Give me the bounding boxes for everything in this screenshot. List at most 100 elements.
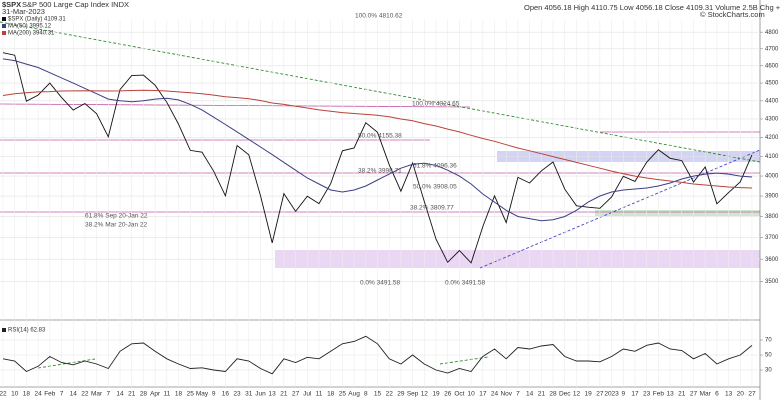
x-tick-label: 13 (725, 391, 733, 398)
support-zone (595, 210, 760, 216)
x-tick-label: 11 (163, 391, 170, 398)
annotation: 0.0% 3491.58 (360, 280, 401, 287)
annotation: 50.0% 4155.38 (358, 133, 402, 140)
x-tick-label: 21 (280, 391, 288, 398)
y-tick-label: 4400 (765, 98, 779, 104)
x-tick-label: 9 (621, 391, 625, 398)
x-tick-label: 23 (643, 391, 651, 398)
y-tick-label: 3500 (765, 279, 779, 285)
x-tick-label: 26 (444, 391, 452, 398)
x-tick-label: Dec (559, 391, 571, 398)
x-tick-label: Mar (91, 391, 103, 398)
x-tick-label: Oct (454, 391, 464, 398)
x-tick-label: 12 (421, 391, 429, 398)
annotation: 61.8% 4096.36 (413, 163, 457, 170)
y-tick-label: 4500 (765, 81, 779, 87)
x-tick-label: Feb (653, 391, 665, 398)
legend-label: $SPX (Daily) 4109.31 (8, 17, 66, 23)
x-tick-label: 7 (107, 391, 111, 398)
fib-line (0, 103, 471, 108)
x-tick-label: 7 (60, 391, 64, 398)
x-tick-label: May (196, 391, 209, 398)
x-tick-label: 19 (432, 391, 440, 398)
x-tick-label: 24 (491, 391, 499, 398)
x-tick-label: 27 (596, 391, 604, 398)
legend-label: MA(50) 3995.12 (8, 24, 52, 30)
x-tick-label: Aug (348, 391, 360, 398)
x-tick-label: 22 (81, 391, 89, 398)
x-tick-label: 19 (585, 391, 593, 398)
legend-swatch (2, 31, 6, 35)
y-tick-label: 3800 (765, 214, 779, 220)
x-tick-label: Jun (255, 391, 266, 398)
rsi-trendline (439, 356, 489, 365)
annotation: 38.2% 3998.71 (358, 168, 402, 175)
symbol: $SPX (2, 0, 21, 9)
y-tick-label: 3700 (765, 235, 779, 241)
x-tick-label: Mar (700, 391, 712, 398)
y-tick-label: 4700 (765, 46, 779, 52)
x-tick-label: Nov (500, 391, 512, 398)
y-tick-label: 30 (765, 368, 772, 374)
x-tick-label: Jul (303, 391, 312, 398)
x-tick-label: 25 (339, 391, 347, 398)
x-tick-label: 13 (666, 391, 674, 398)
legend-swatch (2, 24, 6, 28)
x-tick-label: 22 (386, 391, 394, 398)
trendline (479, 149, 761, 269)
x-tick-label: 27 (292, 391, 300, 398)
y-tick-label: 3900 (765, 194, 779, 200)
y-tick-label: 4600 (765, 63, 779, 69)
x-tick-label: 28 (140, 391, 148, 398)
x-tick-label: 23 (233, 391, 241, 398)
x-tick-label: 25 (187, 391, 195, 398)
x-tick-label: 20 (737, 391, 745, 398)
x-tick-label: 13 (269, 391, 277, 398)
annotation: 38.2% Mar 20-Jan 22 (85, 222, 148, 229)
x-tick-label: 14 (116, 391, 124, 398)
y-tick-label: 3600 (765, 257, 779, 263)
x-tick-label: 16 (222, 391, 230, 398)
x-tick-label: 21 (538, 391, 546, 398)
y-tick-label: 70 (765, 338, 772, 344)
legend-label: RSI(14) 62.83 (8, 328, 46, 334)
annotation: 100.0% 4810.62 (355, 13, 403, 20)
x-tick-label: Sep (407, 391, 419, 398)
y-tick-label: 4100 (765, 154, 779, 160)
x-tick-label: 28 (549, 391, 557, 398)
x-tick-label: 7 (516, 391, 520, 398)
x-tick-label: 15 (374, 391, 382, 398)
x-tick-label: 31 (245, 391, 253, 398)
date: 31-Mar-2023 (2, 7, 45, 16)
x-tick-label: Apr (150, 391, 161, 398)
series-line (2, 52, 753, 264)
x-tick-label: 17 (479, 391, 487, 398)
x-tick-label: 11 (316, 391, 323, 398)
x-tick-label: 9 (212, 391, 216, 398)
x-tick-label: 10 (11, 391, 19, 398)
trendline (0, 21, 761, 163)
legend-swatch (2, 328, 6, 332)
annotation: 38.2% 3809.77 (410, 205, 454, 212)
annotation: 50.0% 3908.05 (413, 184, 457, 191)
legend-swatch (2, 17, 6, 21)
y-tick-label: 4200 (765, 135, 779, 141)
x-tick-label: 22 (0, 391, 7, 398)
annotation: 0.0% 3491.58 (445, 280, 486, 287)
x-tick-label: 27 (690, 391, 698, 398)
x-tick-label: 6 (715, 391, 719, 398)
series-line (2, 58, 753, 222)
x-tick-label: 14 (526, 391, 534, 398)
y-tick-label: 4000 (765, 174, 779, 180)
y-tick-label: 4800 (765, 30, 779, 36)
symbol-name: S&P 500 Large Cap Index INDX (22, 0, 129, 9)
x-tick-label: 17 (631, 391, 639, 398)
x-tick-label: 18 (23, 391, 31, 398)
x-tick-label: 21 (678, 391, 686, 398)
annotation: 100.0% 4324.65 (412, 101, 460, 108)
legend-label: MA(200) 3940.31 (8, 31, 55, 37)
x-tick-label: 29 (397, 391, 405, 398)
x-tick-label: 21 (128, 391, 136, 398)
